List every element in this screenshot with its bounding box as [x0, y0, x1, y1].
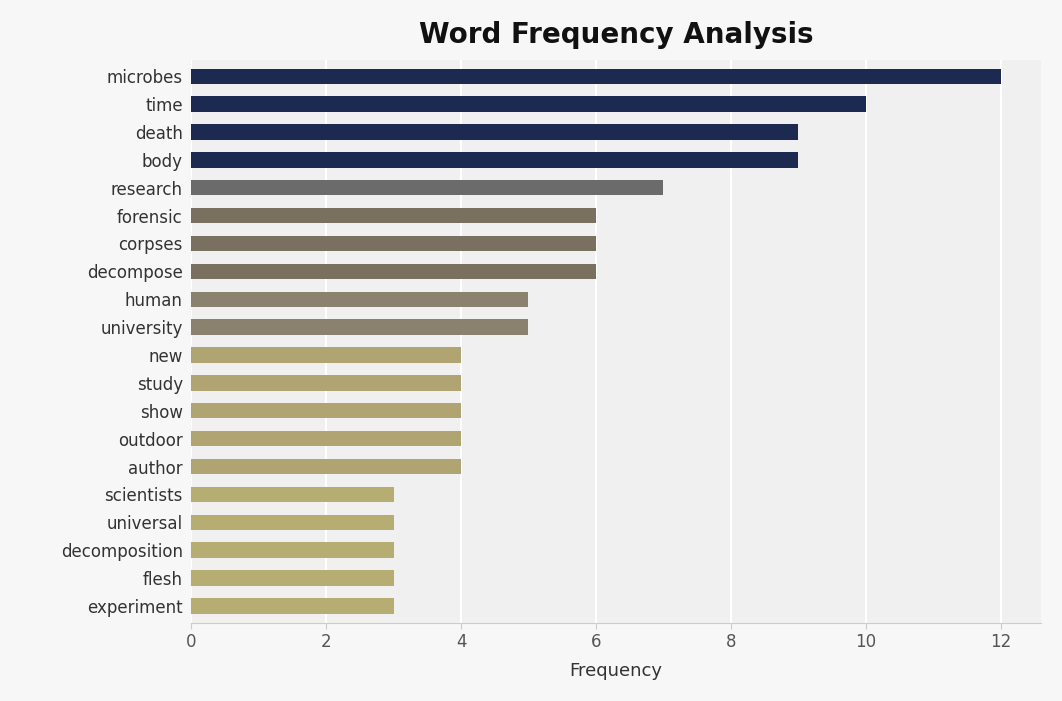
X-axis label: Frequency: Frequency [569, 662, 663, 680]
Bar [191, 375, 461, 390]
Bar [191, 236, 596, 251]
Bar [191, 69, 1000, 84]
Bar [191, 459, 461, 474]
Bar [191, 571, 394, 586]
Bar [191, 486, 394, 502]
Bar [191, 543, 394, 558]
Bar [191, 124, 799, 139]
Bar [191, 180, 664, 196]
Bar [191, 97, 866, 111]
Bar [191, 347, 461, 362]
Bar [191, 264, 596, 279]
Bar [191, 598, 394, 613]
Bar [191, 292, 529, 307]
Bar [191, 152, 799, 168]
Bar [191, 431, 461, 447]
Title: Word Frequency Analysis: Word Frequency Analysis [418, 21, 813, 49]
Bar [191, 403, 461, 418]
Bar [191, 320, 529, 335]
Bar [191, 515, 394, 530]
Bar [191, 208, 596, 224]
